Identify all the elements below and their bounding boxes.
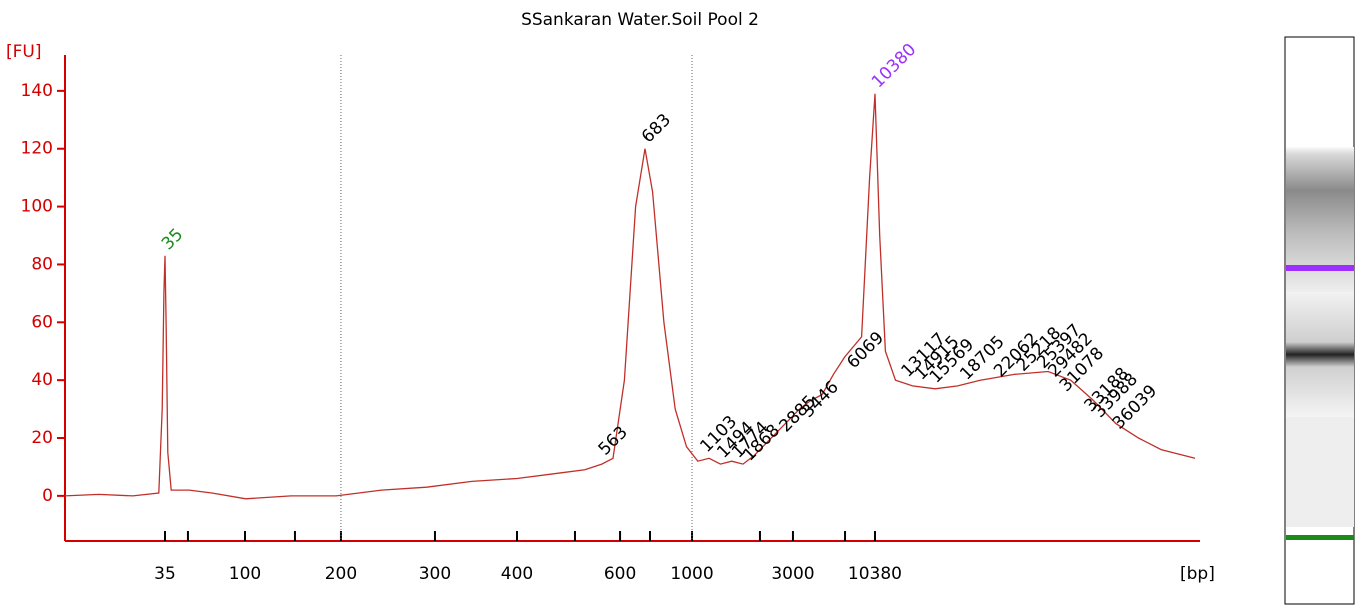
y-tick-label: 0 — [42, 486, 53, 506]
x-tick-label: 600 — [604, 564, 636, 584]
peak-label: 683 — [638, 110, 675, 147]
x-tick-label: 10380 — [848, 564, 902, 584]
chart-title: SSankaran Water.Soil Pool 2 — [521, 10, 759, 30]
x-tick-label: 100 — [229, 564, 261, 584]
x-tick-label: 400 — [501, 564, 533, 584]
x-tick-label: 300 — [419, 564, 451, 584]
x-tick-label: 3000 — [771, 564, 814, 584]
y-tick-label: 100 — [21, 197, 53, 217]
gel-lane — [1284, 36, 1355, 605]
y-tick-label: 40 — [31, 370, 53, 390]
y-tick-label: 140 — [21, 81, 53, 101]
x-tick-label: 200 — [325, 564, 357, 584]
x-axis-label: [bp] — [1180, 564, 1215, 584]
y-axis-label: [FU] — [6, 42, 42, 62]
trace — [64, 93, 1196, 500]
x-tick-label: 35 — [154, 564, 176, 584]
peak-label: 35 — [158, 225, 187, 254]
peak-label: 10380 — [868, 40, 920, 92]
y-tick-label: 60 — [31, 312, 53, 332]
x-tick-label: 1000 — [670, 564, 713, 584]
peak-label: 563 — [595, 422, 632, 459]
y-tick-label: 120 — [21, 139, 53, 159]
y-tick-label: 80 — [31, 254, 53, 274]
y-tick-label: 20 — [31, 428, 53, 448]
